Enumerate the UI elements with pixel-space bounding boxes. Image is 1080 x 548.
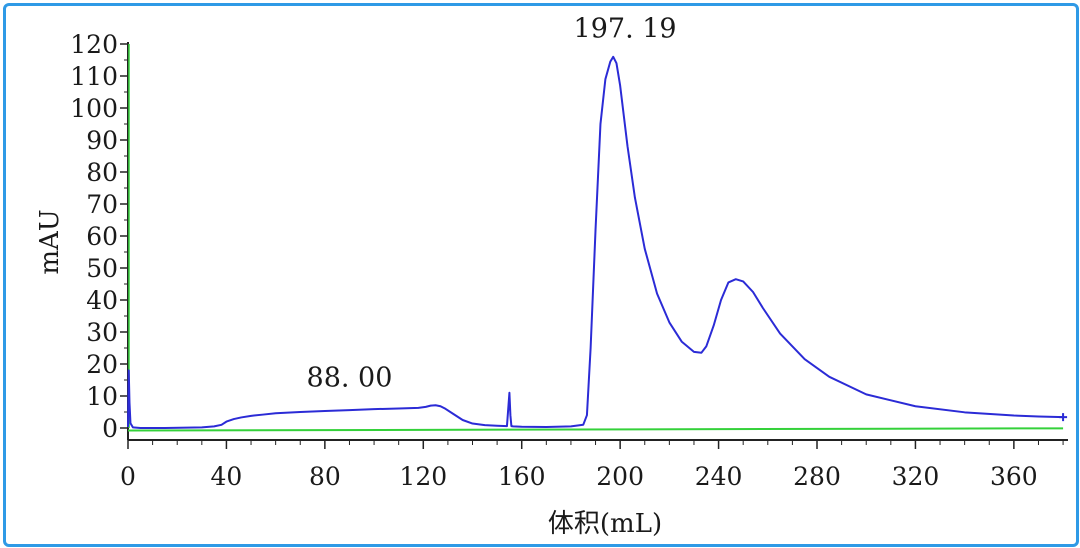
x-ticks: 0 40 80 120 160 200 240 280 320 360 (120, 440, 1064, 491)
y-tick-label: 50 (86, 254, 118, 283)
y-tick-label: 80 (86, 158, 118, 187)
x-tick-label: 360 (990, 462, 1038, 491)
y-tick-label: 90 (86, 126, 118, 155)
y-tick-label: 100 (70, 94, 118, 123)
x-tick-label: 80 (309, 462, 341, 491)
y-tick-label: 10 (86, 382, 118, 411)
annotations: 88. 00 197. 19 (307, 14, 677, 394)
y-ticks: 0 10 20 30 40 50 60 70 80 90 100 110 120 (70, 30, 128, 443)
y-tick-label: 20 (86, 350, 118, 379)
x-axis-title: 体积(mL) (548, 509, 662, 539)
baseline-trace (127, 427, 1064, 432)
y-tick-label: 60 (86, 222, 118, 251)
peak-annotation: 88. 00 (307, 362, 393, 393)
chart-frame (3, 3, 1079, 547)
y-axis-title: mAU (35, 209, 65, 274)
x-tick-label: 160 (498, 462, 546, 491)
y-tick-label: 0 (102, 414, 118, 443)
y-tick-label: 120 (70, 30, 118, 59)
axes (127, 42, 1068, 441)
x-tick-label: 280 (793, 462, 841, 491)
x-tick-label: 320 (892, 462, 940, 491)
traces (127, 44, 1068, 432)
x-tick-label: 120 (399, 462, 447, 491)
y-tick-label: 110 (70, 62, 118, 91)
uv-absorbance-trace (127, 55, 1064, 429)
peak-annotation: 197. 19 (574, 14, 677, 45)
y-tick-label: 70 (86, 190, 118, 219)
x-tick-label: 40 (211, 462, 243, 491)
x-tick-label: 0 (120, 462, 136, 491)
trace-end-marker (1059, 413, 1068, 422)
x-tick-label: 240 (695, 462, 743, 491)
y-tick-label: 30 (86, 318, 118, 347)
x-tick-label: 200 (596, 462, 644, 491)
y-tick-label: 40 (86, 286, 118, 315)
